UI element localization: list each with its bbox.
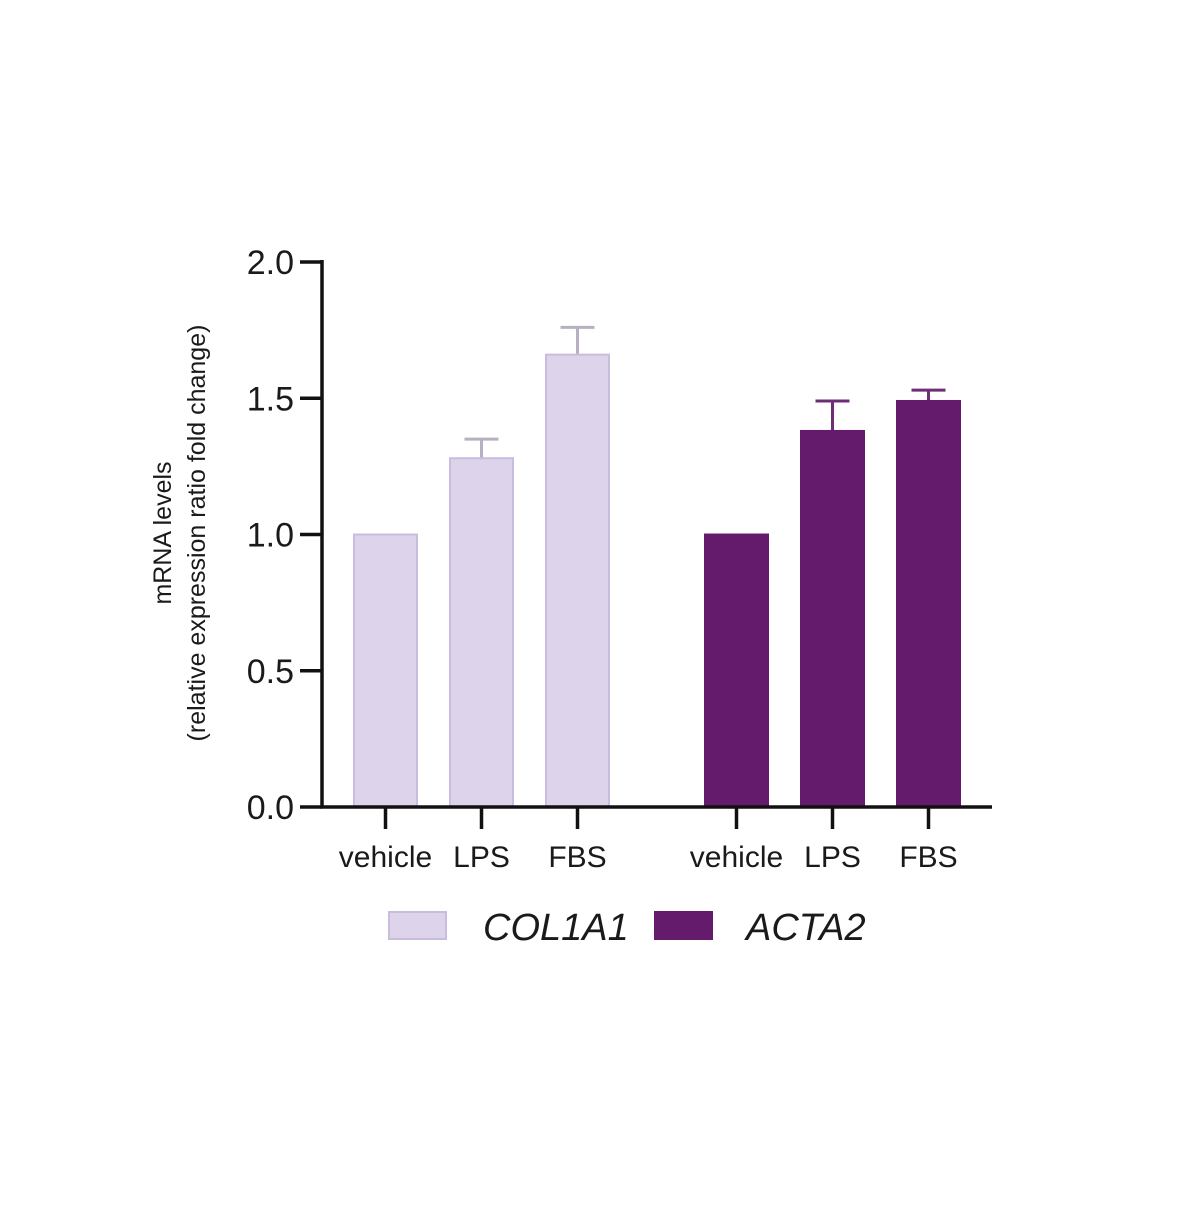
x-tick-label: FBS <box>899 841 957 874</box>
bar-col1a1-fbs <box>545 353 610 808</box>
legend-swatch-acta2 <box>654 911 713 940</box>
bar-acta2-fbs <box>896 399 961 808</box>
y-axis-label-line: (relative expression ratio fold change) <box>183 325 211 742</box>
x-tick-label: FBS <box>548 841 606 874</box>
legend-label-col1a1: COL1A1 <box>483 907 629 949</box>
y-axis-label-line: mRNA levels <box>149 461 177 604</box>
bar-col1a1-vehicle <box>353 533 418 808</box>
x-tick-label: vehicle <box>690 841 783 874</box>
y-tick-label: 1.0 <box>247 517 294 555</box>
plot-area: vehicle LPS FBS vehicle LPS FBS 0.0 0.5 1.0 1.5 2.… <box>149 244 992 949</box>
x-tick-label: vehicle <box>339 841 432 874</box>
bar-col1a1-lps <box>449 457 514 808</box>
x-tick-label: LPS <box>804 841 861 874</box>
legend-swatch-col1a1 <box>388 911 447 940</box>
bar-acta2-vehicle <box>704 533 769 808</box>
y-tick-label: 2.0 <box>247 244 294 282</box>
y-tick-label: 0.0 <box>247 789 294 827</box>
y-tick-label: 0.5 <box>247 653 294 691</box>
legend-label-acta2: ACTA2 <box>744 907 866 949</box>
y-tick-label: 1.5 <box>247 380 294 418</box>
bar-acta2-lps <box>800 429 865 808</box>
x-tick-label: LPS <box>453 841 510 874</box>
